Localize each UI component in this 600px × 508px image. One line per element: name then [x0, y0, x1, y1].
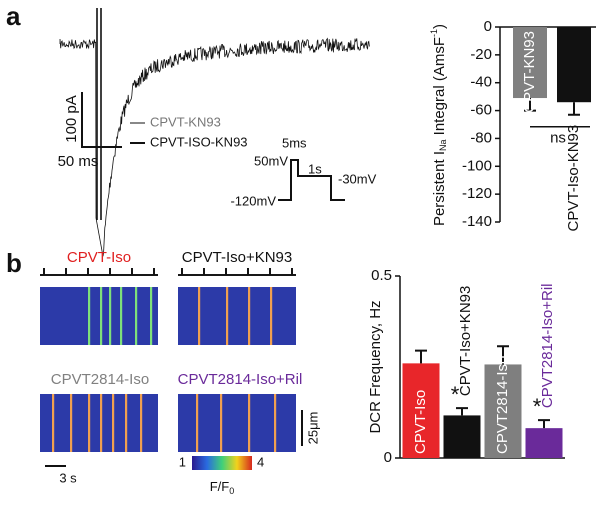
calcium-wave	[100, 287, 103, 345]
significance: ns	[550, 130, 566, 147]
scale-label: 25μm	[305, 412, 320, 445]
calcium-wave	[125, 394, 128, 452]
y-axis-title-part: Integral (AmsF	[431, 37, 448, 140]
colorbar-title-text: F/F	[210, 479, 230, 494]
calcium-wave	[220, 394, 223, 452]
y-tick-label: -140	[462, 213, 492, 230]
bar	[484, 364, 522, 458]
significance: *	[451, 382, 460, 407]
colorbar-title: F/F0	[210, 479, 235, 496]
panel-label: b	[6, 248, 22, 278]
error-bar	[456, 407, 468, 416]
y-tick-label: -120	[462, 185, 492, 202]
stim-ticks	[40, 268, 158, 276]
bar-label: CPVT-Iso+KN93	[457, 286, 474, 396]
y-tick-label: 0	[484, 18, 492, 35]
linescan	[178, 287, 296, 345]
y-axis-title-part: )	[431, 24, 448, 29]
calcium-wave	[88, 287, 91, 345]
y-axis-title-part: Persistent I	[431, 151, 448, 226]
bar	[525, 428, 563, 458]
y-tick-label: -20	[470, 46, 492, 63]
bar-label: CPVT-Iso-KN93	[565, 125, 582, 232]
bar-label: CPVT-KN93	[521, 31, 538, 113]
scale-label: 3 s	[59, 470, 77, 485]
image-label: CPVT-Iso+KN93	[182, 249, 292, 266]
stim-ticks	[178, 268, 296, 276]
y-axis-title: Persistent INa Integral (AmsF-1)	[429, 24, 448, 226]
calcium-wave	[70, 394, 73, 452]
y-tick-label: -60	[470, 102, 492, 119]
bar	[443, 415, 481, 458]
colorbar-label: 4	[257, 454, 264, 469]
calcium-wave	[274, 394, 277, 452]
error-bar	[524, 98, 536, 112]
bar	[513, 27, 547, 99]
bar	[557, 27, 591, 103]
y-tick-label: 0	[384, 449, 392, 466]
bar-label: CPVT2814-Iso	[494, 356, 511, 454]
linescan-images: CPVT-Iso CPVT-Iso+KN93 CPVT2814-Iso CPVT281…	[40, 249, 302, 452]
bar	[402, 363, 440, 458]
error-bar	[568, 102, 580, 116]
y-axis-title-part: DCR Frequency, Hz	[367, 300, 384, 433]
colorbar-label: 1	[179, 454, 186, 469]
y-tick-label: -100	[462, 157, 492, 174]
current-trace	[59, 8, 370, 257]
protocol	[278, 159, 345, 201]
panel-label: a	[6, 1, 21, 31]
calcium-wave	[196, 394, 199, 452]
artifact	[96, 8, 102, 220]
charts: 0 -20 -40 -60 -80 -100 -120 -140 Persistent INa …	[367, 18, 596, 466]
linescan	[178, 394, 296, 452]
y-axis-title: DCR Frequency, Hz	[367, 300, 384, 433]
calcium-wave	[140, 394, 143, 452]
error-bar	[415, 349, 427, 364]
trace-line	[59, 37, 370, 257]
calcium-wave	[109, 287, 112, 345]
linescan	[40, 394, 158, 452]
image-label: CPVT2814-Iso+Ril	[178, 371, 303, 388]
calcium-wave	[88, 394, 91, 452]
y-axis-title-part: -1	[429, 29, 439, 37]
calcium-wave	[226, 287, 229, 345]
protocol-label: -120mV	[230, 193, 276, 208]
error-bar	[538, 419, 550, 429]
legend-label: CPVT-KN93	[150, 114, 221, 129]
calcium-wave	[100, 394, 103, 452]
calcium-wave	[52, 394, 55, 452]
scale-label: 100 pA	[63, 95, 80, 143]
protocol-label: 5ms	[282, 135, 307, 150]
calcium-wave	[248, 394, 251, 452]
legend-label: CPVT-ISO-KN93	[150, 134, 248, 149]
protocol-label: 50mV	[254, 153, 288, 168]
calcium-wave	[150, 287, 153, 345]
scale-bar	[81, 92, 122, 148]
y-tick-label: 0.5	[371, 267, 392, 284]
stim-ticks	[40, 268, 158, 276]
y-axis-title-part: Na	[438, 140, 448, 152]
calcium-wave	[198, 287, 201, 345]
y-tick-label: -80	[470, 129, 492, 146]
scale-label: 50 ms	[58, 153, 99, 170]
calcium-wave	[135, 287, 138, 345]
protocol-label: 1s	[308, 161, 322, 176]
stim-ticks	[178, 268, 296, 276]
colorbar-title-sub: 0	[229, 486, 234, 496]
linescan	[40, 287, 158, 345]
image-label: CPVT-Iso	[67, 249, 131, 266]
calcium-wave	[270, 287, 273, 345]
image-label: CPVT2814-Iso	[51, 371, 149, 388]
colorbar	[192, 456, 252, 470]
y-tick-label: -40	[470, 74, 492, 91]
calcium-wave	[112, 394, 115, 452]
bar-label: CPVT-Iso	[412, 390, 429, 454]
calcium-wave	[120, 287, 123, 345]
error-bar	[497, 345, 509, 365]
significance: *	[533, 394, 542, 419]
bar-label: CPVT2814-Iso+Ril	[539, 284, 556, 409]
protocol-label: -30mV	[338, 171, 377, 186]
calcium-wave	[248, 287, 251, 345]
